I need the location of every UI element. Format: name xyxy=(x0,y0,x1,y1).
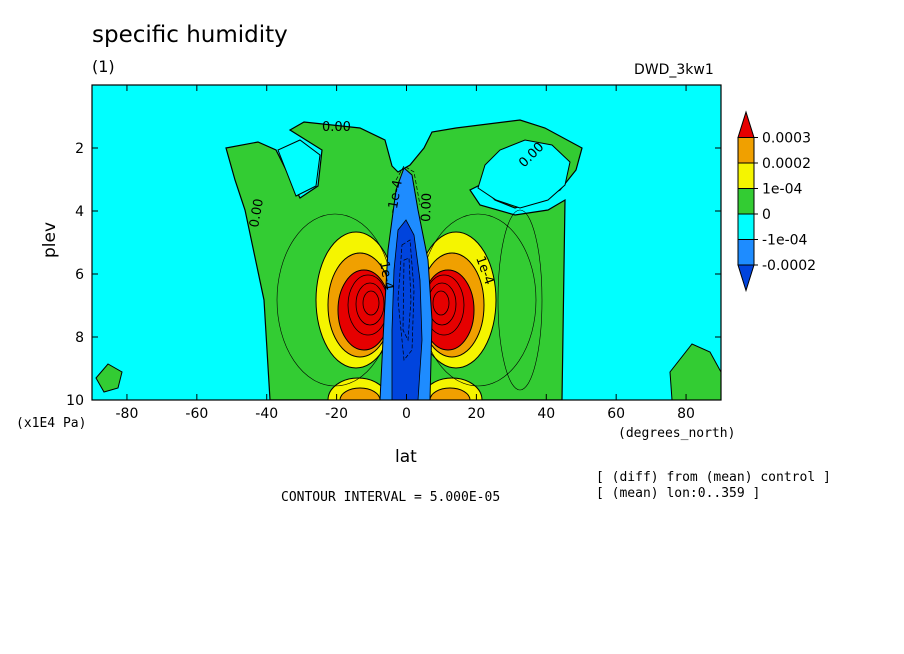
y-axis-units: (x1E4 Pa) xyxy=(16,416,87,431)
y-tick-label: 10 xyxy=(66,393,84,409)
x-tick-label: 60 xyxy=(607,406,625,422)
contour-fill-layer xyxy=(92,85,721,400)
y-axis: 2 4 6 8 10 xyxy=(66,141,721,409)
y-tick-label: 2 xyxy=(75,141,84,157)
colorbar-top-arrow xyxy=(737,110,755,138)
colorbar-segment xyxy=(737,188,755,215)
colorbar-label: 0.0002 xyxy=(762,156,811,172)
contour-label: 0.00 xyxy=(247,198,267,229)
chart-title: specific humidity xyxy=(92,22,288,48)
x-tick-label: 0 xyxy=(402,406,411,422)
colorbar-segment xyxy=(737,239,755,266)
x-tick-label: 40 xyxy=(537,406,555,422)
colorbar-segment xyxy=(737,213,755,240)
y-tick-label: 6 xyxy=(75,267,84,283)
colorbar-label: -0.0002 xyxy=(762,258,816,274)
contour-label: -1e-4 xyxy=(385,179,406,215)
diff-note: [ (diff) from (mean) control ] xyxy=(596,470,831,485)
x-axis: -80 -60 -40 -20 0 20 40 60 80 xyxy=(116,85,695,422)
y-tick-label: 4 xyxy=(75,204,84,220)
orange-lobe-bottom-left xyxy=(339,387,381,400)
x-tick-label: 20 xyxy=(467,406,485,422)
mean-note: [ (mean) lon:0..359 ] xyxy=(596,486,761,501)
colorbar-label: 0 xyxy=(762,207,771,223)
contour-interval: CONTOUR INTERVAL = 5.000E-05 xyxy=(281,490,501,505)
colorbar-segment xyxy=(737,137,755,164)
dashed-negative-contours xyxy=(395,165,421,361)
x-tick-label: 80 xyxy=(677,406,695,422)
orange-lobe-bottom-right xyxy=(429,387,471,400)
x-tick-label: -20 xyxy=(325,406,348,422)
x-tick-label: -80 xyxy=(116,406,139,422)
x-axis-units: (degrees_north) xyxy=(618,426,736,441)
colorbar-segment xyxy=(737,162,755,189)
colorbar-label: 1e-04 xyxy=(762,182,802,198)
colorbar: 0.0003 0.0002 1e-04 0 -1e-04 -0.0002 xyxy=(737,110,816,293)
negative-band-inner xyxy=(391,219,423,400)
model-label: DWD_3kw1 xyxy=(634,62,714,78)
contour-label: 0.00 xyxy=(419,193,435,222)
colorbar-label: 0.0003 xyxy=(762,131,811,147)
y-tick-label: 8 xyxy=(75,330,84,346)
colorbar-bottom-arrow xyxy=(737,264,755,293)
green-patch-right xyxy=(669,343,721,400)
x-axis-label: lat xyxy=(395,447,417,467)
contour-label: 1e-4 xyxy=(376,260,396,291)
x-tick-label: -60 xyxy=(185,406,208,422)
x-tick-label: -40 xyxy=(255,406,278,422)
cyan-hole-right xyxy=(477,139,571,209)
green-patch-left xyxy=(95,363,123,393)
contour-label: 0.00 xyxy=(322,120,351,135)
y-axis-label: plev xyxy=(40,221,60,258)
colorbar-label: -1e-04 xyxy=(762,233,808,249)
chart-subtitle: (1) xyxy=(92,57,115,76)
cyan-hole-left xyxy=(277,139,321,197)
